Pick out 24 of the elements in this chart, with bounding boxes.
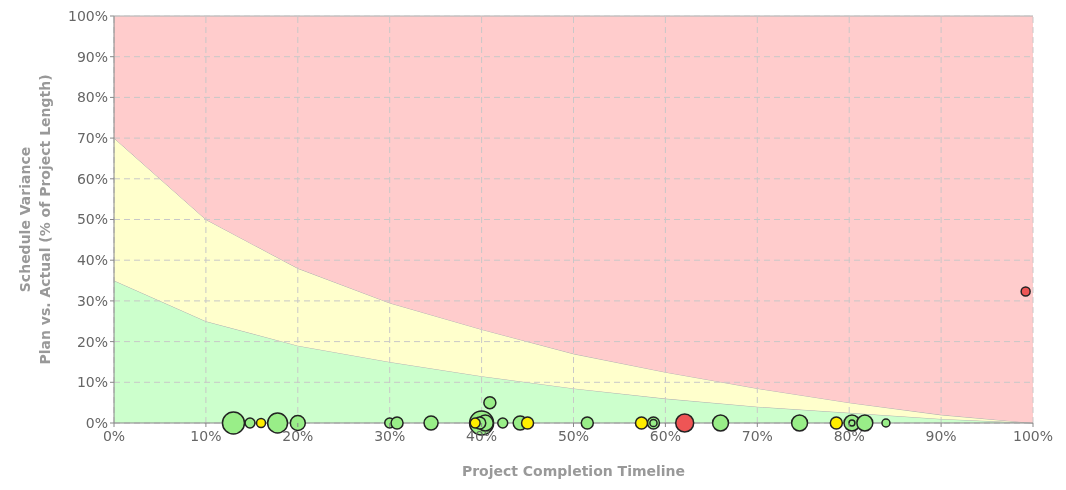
x-tick-label: 60% (649, 428, 681, 444)
x-tick-label: 70% (741, 428, 773, 444)
x-axis-title: Project Completion Timeline (461, 463, 686, 479)
x-tick-label: 50% (557, 428, 590, 444)
y-tick-label: 100% (67, 7, 108, 24)
x-tick-label: 10% (190, 428, 222, 444)
y-tick-label: 10% (76, 374, 108, 391)
x-tick-label: 40% (466, 428, 498, 444)
x-tick-label: 90% (925, 428, 957, 444)
y-axis-title: Schedule Variance Plan vs. Actual (% of Project Length) (17, 74, 53, 365)
y-tick-label: 90% (76, 48, 108, 65)
x-tick-label: 20% (282, 428, 314, 444)
y-tick-label: 0% (85, 414, 108, 431)
y-tick-label: 60% (76, 170, 108, 187)
x-tick-label: 0% (102, 428, 126, 444)
x-tick-label: 30% (374, 428, 406, 444)
y-tick-label: 50% (76, 211, 108, 228)
y-tick-label: 30% (76, 292, 108, 309)
x-tick-label: 80% (833, 428, 865, 444)
y-tick-label: 80% (76, 89, 108, 106)
x-tick-label: 100% (1012, 428, 1054, 444)
y-tick-label: 70% (76, 130, 108, 146)
y-tick-label: 40% (76, 252, 108, 269)
y-tick-label: 20% (76, 333, 108, 350)
